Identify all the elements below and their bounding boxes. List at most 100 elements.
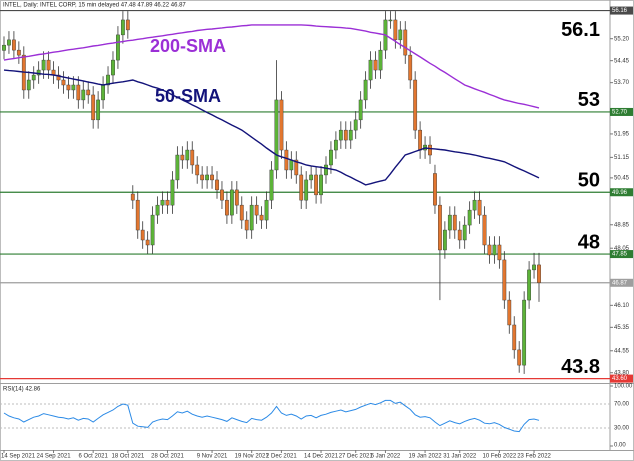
candle-body xyxy=(225,199,229,216)
candle-body xyxy=(502,259,507,301)
candle-body xyxy=(447,214,452,231)
candle-body xyxy=(130,193,135,201)
candle-body xyxy=(170,179,175,206)
level-note: 53 xyxy=(578,89,600,111)
rsi-tick-label: 70.00 xyxy=(614,402,630,408)
x-tick-label: 27 Dec 2021 xyxy=(339,454,374,460)
candle-body xyxy=(279,99,284,151)
level-note: 50 xyxy=(578,170,600,192)
candle-body xyxy=(155,204,160,216)
candle-body xyxy=(215,179,219,191)
candle-body xyxy=(299,174,304,201)
level-note: 56.1 xyxy=(561,19,600,41)
candle-body xyxy=(81,89,86,101)
level-label: 47.85 xyxy=(612,252,628,258)
y-tick-label: 48.05 xyxy=(614,246,630,252)
candle-body xyxy=(205,174,210,181)
candle-body xyxy=(76,84,81,101)
candle-body xyxy=(482,214,487,246)
candle-body xyxy=(319,174,323,196)
candle-body xyxy=(462,224,467,241)
level-note: 48 xyxy=(578,231,600,253)
candle-body xyxy=(284,149,289,171)
candle-body xyxy=(304,179,309,201)
x-tick-label: 2 Dec 2021 xyxy=(266,454,297,460)
level-box xyxy=(610,250,633,259)
candle-body xyxy=(195,164,200,176)
candle-body xyxy=(249,204,254,231)
candle-body xyxy=(348,129,353,141)
candle-body xyxy=(160,199,165,206)
candle-body xyxy=(96,99,101,121)
candle-body xyxy=(7,39,11,46)
candle-body xyxy=(259,214,264,221)
candle-body xyxy=(234,189,239,206)
x-tick-label: 18 Oct 2021 xyxy=(111,454,144,460)
candle-body xyxy=(338,129,343,141)
candle-body xyxy=(294,159,299,176)
level-label: 56.16 xyxy=(612,8,628,14)
x-tick-label: 10 Feb 2022 xyxy=(483,454,517,460)
candle-body xyxy=(200,174,205,181)
rsi-tick-label: 100.00 xyxy=(614,384,633,390)
level-box xyxy=(610,107,633,116)
level-box xyxy=(610,278,633,287)
y-tick-label: 53.70 xyxy=(614,80,630,86)
candle-body xyxy=(517,349,522,366)
candle-body xyxy=(140,229,145,241)
candle-body xyxy=(190,149,195,166)
candle-body xyxy=(175,154,180,181)
candle-body xyxy=(135,199,140,231)
level-label: 43.60 xyxy=(612,376,628,382)
candle-body xyxy=(309,174,314,181)
candle-body xyxy=(244,219,249,231)
rsi-label: RSI(14) 42.86 xyxy=(3,387,41,393)
candle-body xyxy=(125,19,130,31)
x-tick-label: 19 Jan 2022 xyxy=(409,454,443,460)
x-tick-label: 28 Oct 2021 xyxy=(151,454,184,460)
candle-body xyxy=(433,173,437,206)
candle-body xyxy=(492,244,497,256)
y-tick-label: 54.45 xyxy=(614,58,630,64)
candle-body xyxy=(497,244,502,261)
candle-body xyxy=(116,34,120,61)
candle-body xyxy=(26,79,31,91)
candle-body xyxy=(106,74,110,86)
candle-body xyxy=(210,174,214,181)
level-note: 43.8 xyxy=(561,356,600,378)
candle-body xyxy=(31,74,36,81)
level-box xyxy=(610,6,633,15)
x-tick-label: 31 Jan 2022 xyxy=(443,454,477,460)
candle-body xyxy=(61,79,66,86)
candle-body xyxy=(452,214,457,231)
candle-body xyxy=(229,189,234,216)
candle-body xyxy=(185,149,190,161)
candle-body xyxy=(388,19,393,22)
candle-body xyxy=(457,229,462,241)
candle-body xyxy=(324,164,328,176)
candle-body xyxy=(329,149,333,166)
candle-body xyxy=(438,204,442,251)
candle-body xyxy=(512,324,517,351)
candle-body xyxy=(522,299,527,366)
x-tick-label: 24 Sep 2021 xyxy=(37,454,72,460)
rsi-tick-label: 30.00 xyxy=(614,426,630,432)
candle-body xyxy=(358,99,363,121)
candle-body xyxy=(537,264,541,283)
candle-body xyxy=(507,299,512,326)
y-tick-label: 43.80 xyxy=(614,370,630,376)
candle-body xyxy=(165,199,170,206)
level-box xyxy=(610,374,633,383)
candle-body xyxy=(120,19,125,36)
candle-body xyxy=(111,59,115,76)
x-tick-label: 19 Nov 2021 xyxy=(235,454,270,460)
candle-body xyxy=(368,59,373,81)
candle-body xyxy=(91,94,96,121)
rsi-line xyxy=(3,399,540,433)
sma-line xyxy=(3,24,540,109)
y-tick-label: 48.85 xyxy=(614,222,630,228)
candle-body xyxy=(101,84,105,101)
level-label: 49.96 xyxy=(612,190,628,196)
